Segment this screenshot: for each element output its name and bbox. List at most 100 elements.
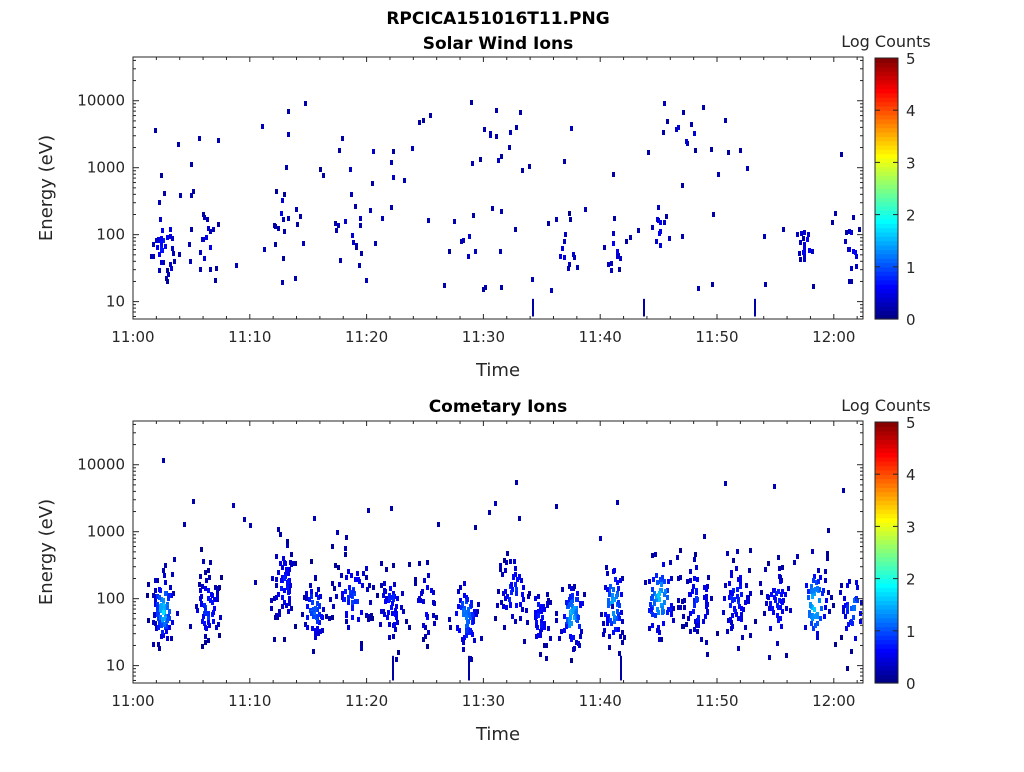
pixel: [156, 612, 159, 617]
pixel: [157, 616, 160, 621]
pixel: [287, 571, 290, 576]
colorbar-tick-label: 0: [906, 311, 916, 329]
pixel: [668, 607, 671, 612]
pixel: [514, 566, 517, 571]
colorbar-step: [875, 92, 898, 98]
pixel: [204, 634, 207, 639]
x-tick-label: 11:00: [111, 328, 154, 346]
pixel: [844, 603, 847, 608]
pixel: [685, 139, 688, 144]
pixel: [733, 606, 736, 611]
pixel: [672, 606, 675, 611]
pixel: [620, 592, 623, 597]
pixel: [202, 237, 205, 242]
pixel: [463, 581, 466, 586]
pixel: [843, 596, 846, 601]
pixel: [208, 575, 211, 580]
pixel: [681, 599, 684, 604]
colorbar-step: [875, 513, 898, 519]
pixel: [489, 131, 492, 136]
pixel: [156, 605, 159, 610]
pixel: [573, 584, 576, 589]
pixel: [448, 249, 451, 254]
pixel: [204, 640, 207, 645]
colorbar-step: [875, 297, 898, 303]
colorbar-step: [875, 652, 898, 658]
pixel: [648, 579, 651, 584]
pixel: [731, 613, 734, 618]
pixel: [432, 590, 435, 595]
colorbar-step: [875, 166, 898, 172]
pixel: [541, 615, 544, 620]
pixel: [689, 629, 692, 634]
pixel: [653, 591, 656, 596]
pixel: [606, 571, 609, 576]
pixel: [677, 605, 680, 610]
pixel: [350, 573, 353, 578]
pixel: [825, 598, 828, 603]
pixel: [546, 592, 549, 597]
colorbar-step: [875, 426, 898, 432]
pixel: [859, 619, 862, 624]
x-axis-label-cometary: Time: [475, 724, 520, 745]
pixel: [344, 552, 347, 557]
pixel: [156, 602, 159, 607]
pixel: [312, 649, 315, 654]
pixel: [670, 576, 673, 581]
pixel: [491, 206, 494, 211]
pixel: [382, 593, 385, 598]
pixel: [162, 610, 165, 615]
colorbar-step: [875, 101, 898, 107]
pixel: [728, 618, 731, 623]
colorbar-step: [875, 487, 898, 493]
pixel: [484, 285, 487, 290]
pixel: [158, 595, 161, 600]
x-tick-label: 12:00: [812, 692, 855, 710]
pixel: [679, 548, 682, 553]
pixel: [617, 586, 620, 591]
pixel: [147, 618, 150, 623]
colorbar-step: [875, 591, 898, 597]
pixel: [152, 242, 155, 247]
pixel: [168, 625, 171, 630]
pixel: [812, 588, 815, 593]
pixel: [163, 622, 166, 627]
pixel: [754, 619, 757, 624]
pixel: [433, 621, 436, 626]
pixel: [576, 265, 579, 270]
pixel: [706, 602, 709, 607]
pixel: [572, 635, 575, 640]
pixel: [458, 628, 461, 633]
pixel: [603, 245, 606, 250]
pixel: [344, 546, 347, 551]
pixel: [195, 604, 198, 609]
pixel: [568, 623, 571, 628]
pixel: [573, 255, 576, 260]
pixel: [749, 591, 752, 596]
colorbar-step: [875, 478, 898, 484]
pixel: [218, 585, 221, 590]
pixel: [854, 250, 857, 255]
pixel: [610, 601, 613, 606]
pixel: [154, 594, 157, 599]
colorbar-step: [875, 149, 898, 155]
colorbar-frame: [874, 421, 899, 684]
colorbar-step: [875, 218, 898, 224]
pixel: [499, 249, 502, 254]
pixel: [460, 239, 463, 244]
pixel: [393, 582, 396, 587]
pixel: [697, 615, 700, 620]
pixel: [739, 148, 742, 153]
pixel: [305, 596, 308, 601]
pixel: [169, 262, 172, 267]
pixel: [418, 120, 421, 125]
pixel: [280, 586, 283, 591]
pixel: [374, 241, 377, 246]
pixel: [159, 217, 162, 222]
pixel: [405, 619, 408, 624]
pixel: [848, 229, 851, 234]
pixel: [335, 594, 338, 599]
pixel: [392, 594, 395, 599]
pixel: [691, 589, 694, 594]
pixel: [726, 629, 729, 634]
